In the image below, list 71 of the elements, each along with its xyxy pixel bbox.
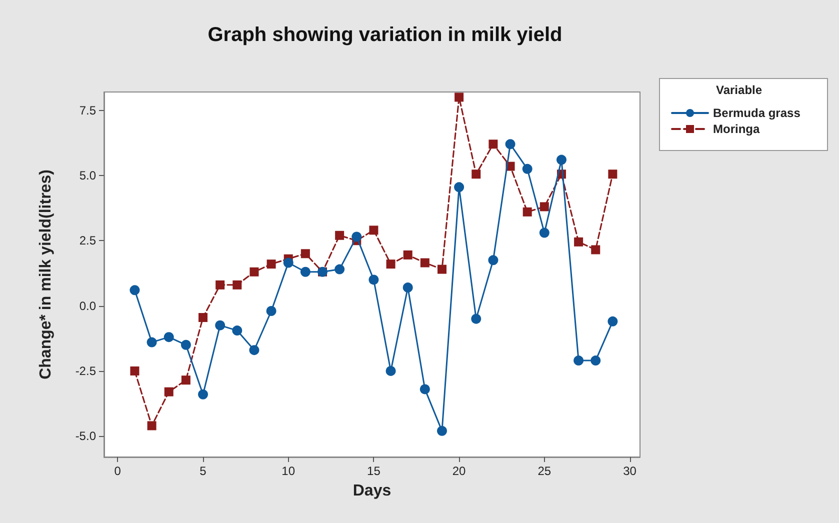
point bbox=[198, 389, 208, 400]
y-tick-label: -5.0 bbox=[75, 429, 96, 444]
point bbox=[335, 230, 344, 240]
point bbox=[300, 266, 310, 277]
point bbox=[266, 260, 276, 269]
chart-title: Graph showing variation in milk yield bbox=[208, 24, 562, 46]
x-tick-label: 10 bbox=[282, 464, 296, 478]
point bbox=[540, 202, 549, 212]
point bbox=[522, 207, 532, 216]
point bbox=[249, 345, 260, 356]
point bbox=[198, 313, 208, 322]
x-tick-label: 20 bbox=[452, 464, 466, 478]
point bbox=[472, 170, 481, 179]
point bbox=[437, 264, 446, 274]
point bbox=[488, 140, 498, 149]
point bbox=[608, 170, 618, 179]
x-tick-label: 5 bbox=[200, 464, 207, 478]
legend-label: Moringa bbox=[713, 122, 760, 136]
point bbox=[215, 320, 226, 330]
y-tick-label: 0.0 bbox=[79, 298, 96, 313]
x-tick-label: 15 bbox=[367, 464, 381, 478]
point bbox=[352, 232, 362, 242]
point bbox=[164, 387, 174, 396]
point bbox=[130, 366, 140, 376]
point bbox=[522, 164, 532, 174]
point bbox=[403, 250, 412, 260]
point bbox=[574, 237, 584, 246]
point bbox=[369, 226, 378, 235]
point bbox=[574, 356, 584, 366]
y-tick-label: 5.0 bbox=[79, 168, 96, 182]
point bbox=[591, 245, 600, 254]
point bbox=[454, 92, 464, 102]
point bbox=[556, 154, 566, 165]
point bbox=[471, 314, 482, 324]
point bbox=[402, 282, 413, 293]
point bbox=[590, 356, 601, 366]
point bbox=[505, 139, 516, 150]
x-tick-label: 25 bbox=[538, 464, 552, 478]
point bbox=[420, 384, 430, 394]
point bbox=[437, 426, 447, 436]
point bbox=[334, 264, 345, 274]
point bbox=[232, 280, 242, 290]
x-tick-label: 0 bbox=[114, 464, 122, 478]
point bbox=[146, 337, 157, 348]
point bbox=[608, 316, 618, 326]
point bbox=[488, 255, 498, 266]
point bbox=[454, 182, 464, 192]
point bbox=[147, 421, 156, 430]
point bbox=[386, 260, 396, 269]
point bbox=[539, 228, 550, 238]
point bbox=[368, 274, 379, 285]
point bbox=[180, 340, 191, 350]
x-tick-label: 30 bbox=[623, 464, 637, 478]
x-axis-title: Days bbox=[352, 482, 392, 500]
point bbox=[250, 267, 259, 276]
point bbox=[164, 332, 174, 342]
y-tick-label: -2.5 bbox=[75, 364, 96, 378]
legend-title: Variable bbox=[716, 83, 762, 97]
point bbox=[386, 366, 396, 376]
point bbox=[266, 306, 276, 316]
point bbox=[232, 326, 242, 336]
y-tick-label: 2.5 bbox=[79, 234, 96, 248]
legend-label: Bermuda grass bbox=[713, 106, 801, 120]
y-tick-label: 7.5 bbox=[79, 103, 96, 118]
y-axis-title: Change* in milk yield(litres) bbox=[38, 170, 54, 380]
point bbox=[181, 376, 190, 385]
point bbox=[216, 280, 225, 290]
point bbox=[300, 249, 310, 258]
point bbox=[420, 258, 430, 268]
point bbox=[283, 258, 294, 268]
point bbox=[130, 285, 140, 296]
